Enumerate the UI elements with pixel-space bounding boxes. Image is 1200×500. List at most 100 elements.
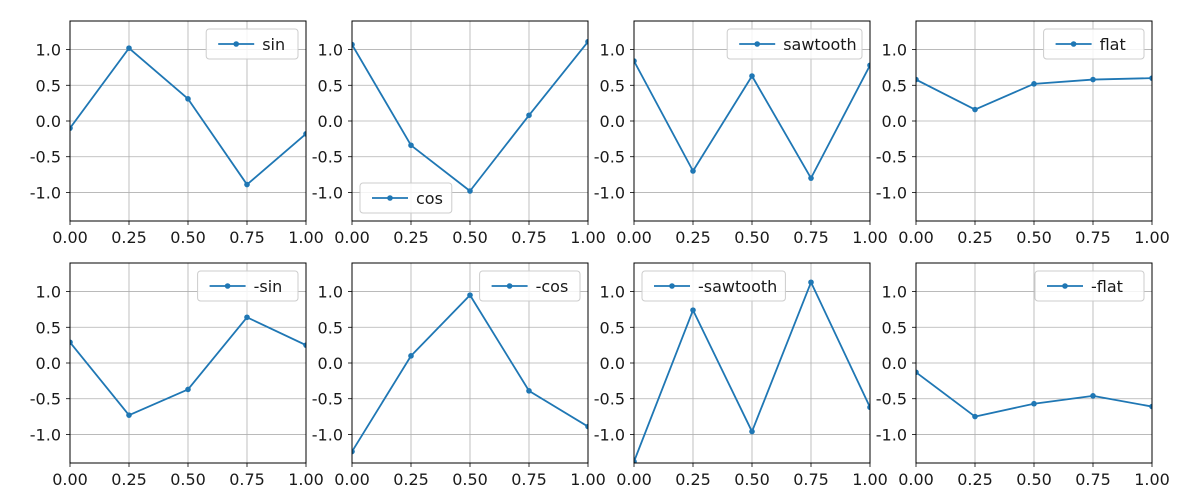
axes-frame [351,20,589,222]
legend-label: sin [262,35,285,54]
y-tick-label: -0.5 [312,148,343,167]
data-point [244,314,250,321]
legend-marker [754,41,760,47]
legend-label: flat [1100,35,1126,54]
data-point [634,458,637,463]
x-tick-label: 0.75 [1075,228,1111,247]
data-point [867,404,870,411]
data-point [1149,75,1152,81]
y-tick-label: -0.5 [30,148,61,167]
x-tick-label: 0.25 [393,470,429,489]
y-tick-label: 0.0 [882,112,907,131]
legend-marker [669,283,675,289]
data-point [1149,403,1152,410]
data-point [526,112,532,119]
x-tick-label: 0.50 [734,470,770,489]
x-tick-label: 0.75 [1075,470,1111,489]
x-tick-label: 0.75 [511,470,547,489]
x-tick-label: 0.25 [675,228,711,247]
x-tick-label: 0.25 [111,228,147,247]
data-point [352,448,355,455]
data-point [1031,81,1037,87]
data-point [467,188,473,194]
legend-box [726,28,863,60]
data-point [1090,76,1096,83]
y-tick-label: -1.0 [876,425,907,444]
legend-label: cos [416,189,443,208]
y-tick-label: 1.0 [600,41,625,60]
axes-frame [351,262,589,464]
legend-box [1034,270,1145,302]
y-tick-label: 1.0 [36,41,61,60]
x-tick-label: 0.00 [334,228,370,247]
x-tick-label: 0.75 [229,228,265,247]
legend-box [197,270,299,302]
data-point [972,413,978,420]
y-tick-label: 0.5 [600,318,625,337]
y-tick-label: -0.5 [876,390,907,409]
subplot-6: 0.00 0.25 0.50 0.75 1.00 1.0 0.5 0.0 -0.5 -1.0 -co… [312,262,606,489]
y-tick-label: -1.0 [30,183,61,202]
x-tick-label: 0.25 [675,470,711,489]
x-tick-label: 0.50 [170,470,206,489]
data-point [185,96,191,102]
y-tick-label: 0.5 [36,76,61,95]
y-tick-label: -1.0 [594,183,625,202]
data-point [467,292,473,298]
axes-frame [633,20,871,222]
legend-box [641,270,786,302]
axes-frame [633,262,871,464]
axes-frame [69,262,307,464]
axes-frame [69,20,307,222]
y-tick-label: 0.5 [318,76,343,95]
data-point [408,353,414,359]
y-tick-label: -1.0 [594,425,625,444]
x-tick-label: 1.00 [1134,470,1170,489]
x-tick-label: 0.50 [170,228,206,247]
y-tick-label: 1.0 [882,283,907,302]
legend: flat [1043,28,1145,60]
data-point [634,58,637,64]
x-tick-label: 0.00 [52,228,88,247]
data-point [690,307,696,313]
y-tick-label: 0.5 [36,318,61,337]
y-tick-label: -0.5 [594,148,625,167]
data-point [70,125,73,131]
x-tick-label: 0.75 [793,470,829,489]
data-point [972,106,978,113]
y-tick-label: -0.5 [312,390,343,409]
legend-marker [1062,283,1068,289]
legend: sin [205,28,299,60]
data-point [185,386,191,393]
y-tick-label: 0.5 [318,318,343,337]
y-tick-label: -1.0 [312,183,343,202]
data-point [808,175,814,181]
legend-marker [224,283,231,289]
x-tick-label: 0.25 [957,228,993,247]
y-tick-label: 0.0 [36,354,61,373]
x-tick-label: 0.50 [452,470,488,489]
data-point [749,428,755,435]
y-tick-label: -0.5 [30,390,61,409]
legend-label: -sin [254,277,283,296]
legend: cos [359,182,453,214]
x-tick-label: 0.00 [898,228,934,247]
y-tick-label: -1.0 [30,425,61,444]
x-tick-label: 0.25 [957,470,993,489]
x-tick-label: 1.00 [852,228,888,247]
data-point [916,369,919,376]
data-point [585,38,588,45]
legend: -cos [479,270,581,302]
legend-marker [387,195,393,201]
x-tick-label: 0.00 [616,470,652,489]
data-point [526,388,532,394]
data-point [126,412,132,418]
data-point [352,41,355,48]
x-tick-label: 0.00 [52,470,88,489]
y-tick-label: 1.0 [318,41,343,60]
x-tick-label: 0.50 [1016,228,1052,247]
x-tick-label: 1.00 [570,228,606,247]
data-point [1031,400,1037,407]
data-point [585,423,588,430]
data-point [1090,393,1096,399]
